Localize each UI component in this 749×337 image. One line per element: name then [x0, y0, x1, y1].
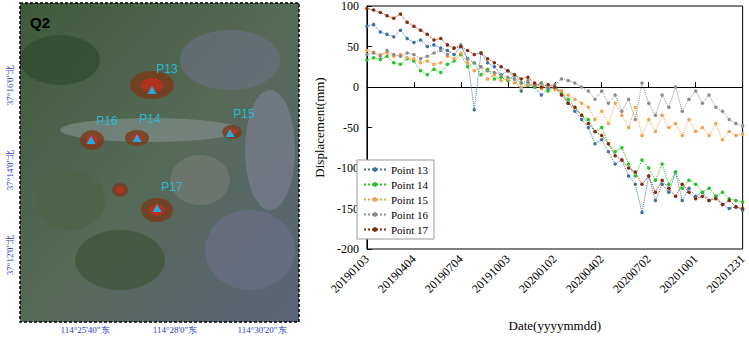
svg-text:20201231: 20201231	[704, 252, 748, 296]
svg-text:Point 13: Point 13	[391, 164, 428, 176]
svg-text:20200702: 20200702	[610, 252, 654, 296]
svg-text:50: 50	[347, 40, 359, 54]
svg-text:P16: P16	[96, 114, 118, 128]
svg-text:-50: -50	[343, 121, 359, 135]
svg-text:Displacement(mm): Displacement(mm)	[312, 77, 327, 177]
svg-text:Point 14: Point 14	[391, 179, 428, 191]
svg-text:20200402: 20200402	[563, 252, 607, 296]
svg-text:Point 16: Point 16	[391, 209, 428, 221]
svg-text:-100: -100	[337, 161, 359, 175]
svg-text:20201001: 20201001	[657, 252, 701, 296]
svg-text:20191003: 20191003	[469, 252, 513, 296]
svg-text:Point 17: Point 17	[391, 224, 428, 236]
svg-text:100: 100	[341, 0, 359, 13]
svg-text:37°14'0"北: 37°14'0"北	[5, 150, 15, 190]
svg-text:20190404: 20190404	[375, 252, 419, 296]
svg-text:P15: P15	[233, 107, 255, 121]
svg-text:37°16'0"北: 37°16'0"北	[5, 65, 15, 105]
svg-text:114°25'40"东: 114°25'40"东	[60, 325, 109, 335]
svg-text:20190103: 20190103	[328, 252, 372, 296]
svg-text:P13: P13	[156, 62, 178, 76]
svg-text:20200102: 20200102	[516, 252, 560, 296]
svg-text:-200: -200	[337, 242, 359, 256]
svg-text:37°12'0"北: 37°12'0"北	[5, 235, 15, 275]
svg-text:P17: P17	[161, 180, 183, 194]
svg-text:114°28'0"东: 114°28'0"东	[153, 325, 198, 335]
svg-text:Q2: Q2	[30, 14, 50, 31]
svg-text:Date(yyyymmdd): Date(yyyymmdd)	[509, 318, 601, 333]
svg-text:0: 0	[353, 80, 359, 94]
svg-text:-150: -150	[337, 202, 359, 216]
svg-text:114°30'20"东: 114°30'20"东	[237, 325, 286, 335]
svg-text:P14: P14	[139, 112, 161, 126]
svg-text:Point 15: Point 15	[391, 194, 428, 206]
svg-text:20190704: 20190704	[422, 252, 466, 296]
